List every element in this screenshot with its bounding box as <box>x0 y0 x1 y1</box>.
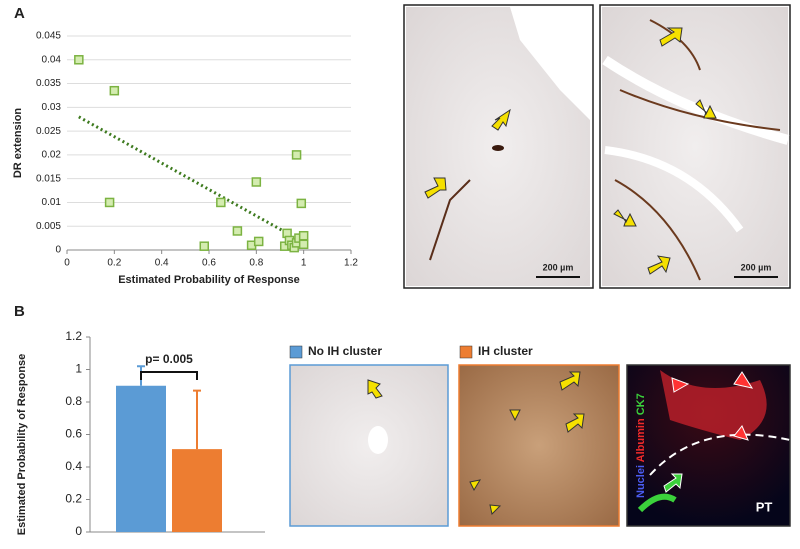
x-tick-label: 1 <box>301 258 307 269</box>
legend-label: IH cluster <box>478 344 533 358</box>
legend-label: No IH cluster <box>308 344 382 358</box>
stain-label: CK7 <box>635 393 647 415</box>
y-tick-label: 0.01 <box>42 197 62 208</box>
significance-label: p= 0.005 <box>145 352 193 366</box>
y-tick-label: 1.2 <box>65 329 82 343</box>
y-tick-label: 0 <box>75 524 82 538</box>
error-bar <box>193 389 201 450</box>
point <box>74 55 84 65</box>
scale-bar-label: 200 µm <box>741 262 772 272</box>
micrograph <box>289 364 449 527</box>
y-tick-label: 0.04 <box>42 54 62 65</box>
point <box>232 226 243 236</box>
point <box>291 150 302 160</box>
micrograph <box>458 364 620 527</box>
micrograph: 200 µm <box>599 4 791 289</box>
x-tick-label: 0.8 <box>249 258 263 269</box>
x-tick-label: 0.6 <box>202 258 216 269</box>
legend-swatch <box>289 345 303 359</box>
point <box>109 85 120 96</box>
point <box>298 239 309 250</box>
point <box>199 241 210 251</box>
stain-labels: Nuclei Albumin CK7 <box>635 393 647 498</box>
y-axis-title: Estimated Probability of Response <box>16 354 28 536</box>
x-axis-title: Estimated Probability of Response <box>118 274 300 286</box>
y-tick-label: 0.6 <box>65 427 82 441</box>
x-tick-label: 1.2 <box>344 258 358 269</box>
y-tick-label: 0.02 <box>42 150 62 161</box>
x-tick-label: 0.2 <box>107 258 121 269</box>
y-tick-label: 0.03 <box>42 102 62 113</box>
y-tick-label: 0.4 <box>65 459 82 473</box>
point <box>298 230 309 241</box>
y-tick-label: 0.025 <box>36 126 61 137</box>
point <box>296 198 307 209</box>
y-tick-label: 0.015 <box>36 173 61 184</box>
point <box>253 236 264 247</box>
stain-label: Nuclei <box>635 465 647 498</box>
y-tick-label: 0.005 <box>36 221 61 232</box>
y-tick-label: 0 <box>55 245 61 256</box>
micrograph: 200 µm <box>403 4 594 289</box>
point <box>104 197 115 208</box>
significance-bracket <box>140 371 198 380</box>
panel-label: A <box>14 5 25 22</box>
bar <box>116 385 166 532</box>
y-tick-label: 0.045 <box>36 31 61 42</box>
y-tick-label: 1 <box>75 362 82 376</box>
y-tick-label: 0.035 <box>36 78 61 89</box>
y-tick-label: 0.8 <box>65 394 82 408</box>
x-tick-label: 0 <box>64 258 70 269</box>
scale-bar-label: 200 µm <box>543 262 574 272</box>
point <box>216 197 226 208</box>
micrograph: Nuclei Albumin CK7 PT <box>626 364 791 527</box>
region-label: PT <box>756 499 773 514</box>
x-tick-label: 0.4 <box>155 258 169 269</box>
legend-swatch <box>459 345 473 359</box>
y-axis-title: DR extension <box>12 108 24 179</box>
panel-label: B <box>14 303 25 320</box>
stain-label: Albumin <box>635 418 647 462</box>
y-tick-label: 0.2 <box>65 492 82 506</box>
trendline <box>78 115 293 238</box>
bar <box>172 449 222 532</box>
point <box>251 177 262 187</box>
